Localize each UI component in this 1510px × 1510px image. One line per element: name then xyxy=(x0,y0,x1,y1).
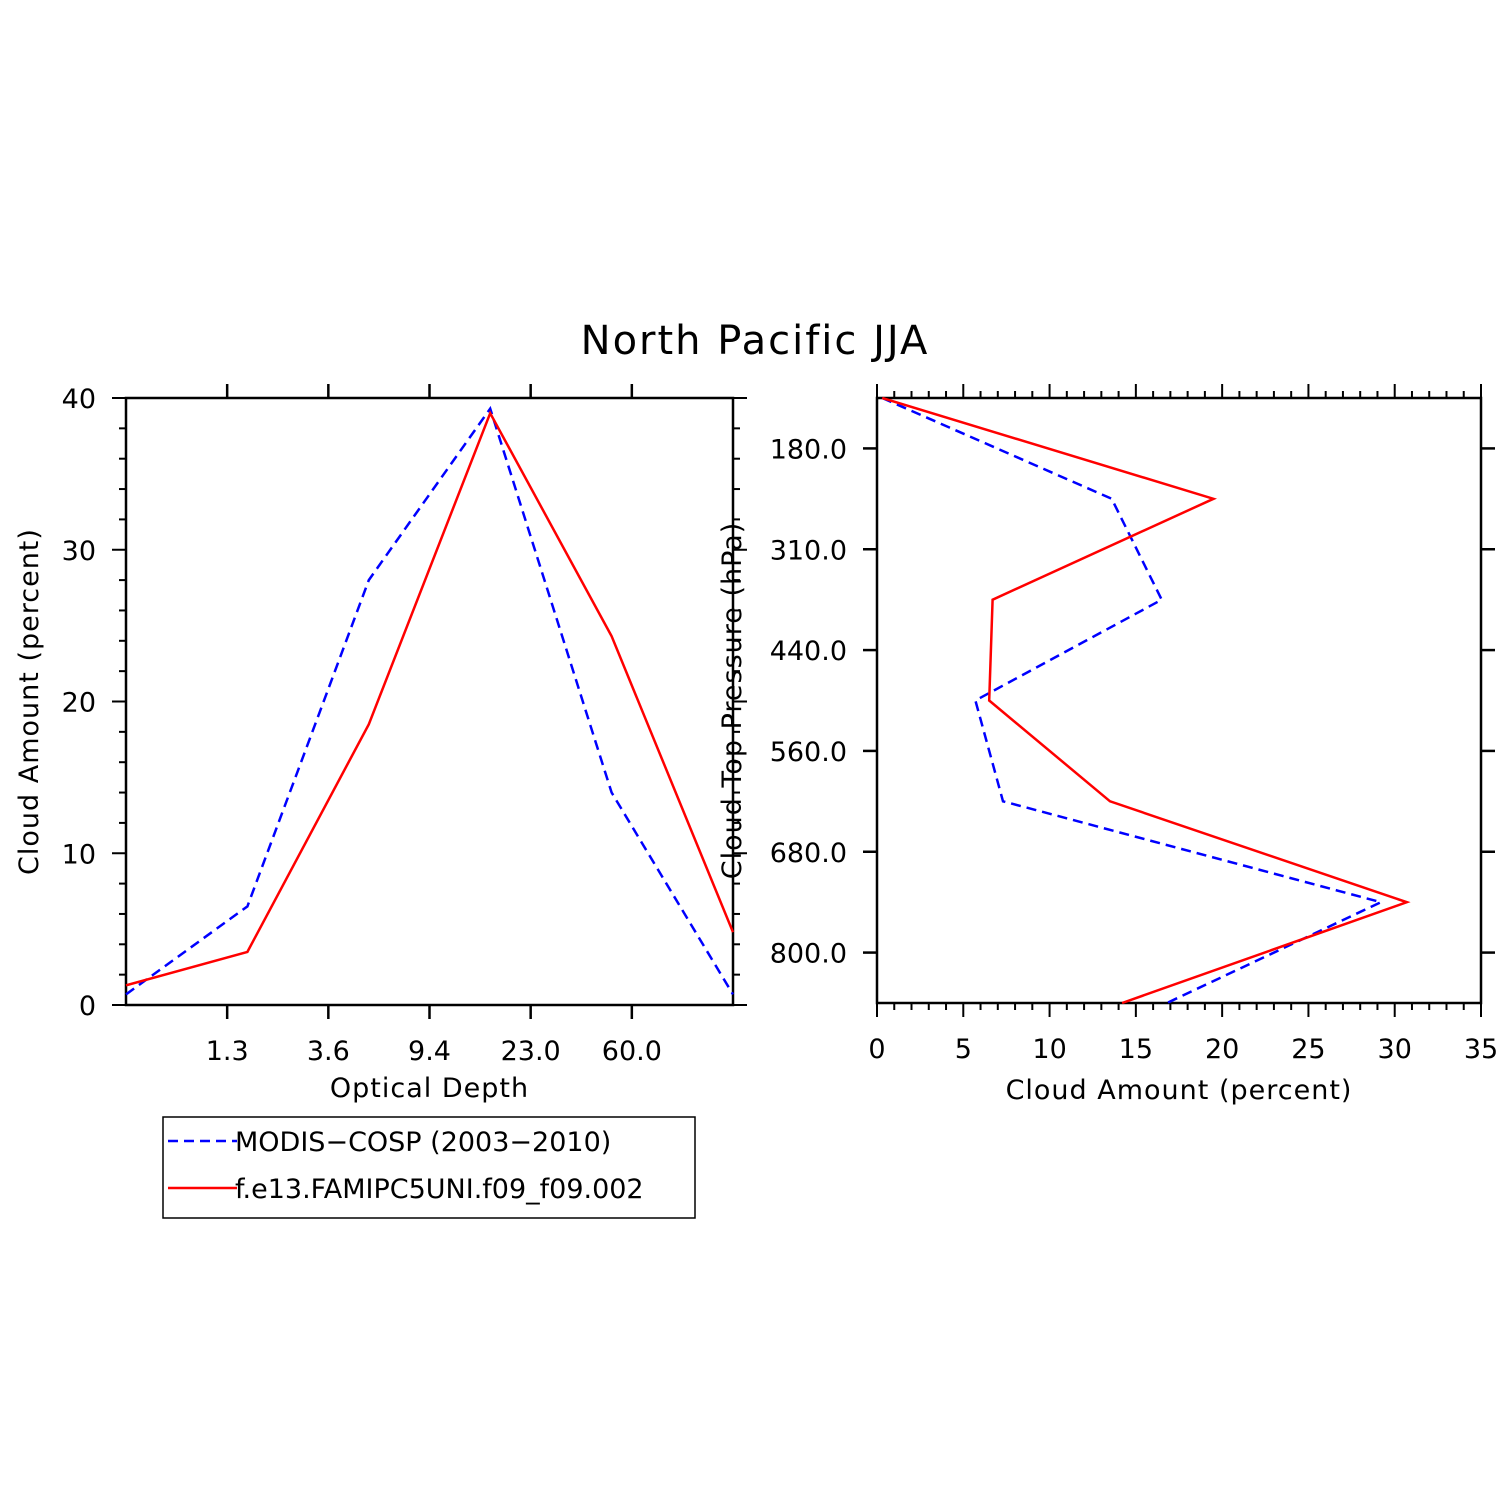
left-y-tick-label: 10 xyxy=(62,839,96,870)
model-series-line xyxy=(125,410,735,987)
left-x-tick-label: 9.4 xyxy=(408,1036,451,1067)
right-y-tick-label: 560.0 xyxy=(770,737,847,768)
right-x-tick-label: 25 xyxy=(1291,1034,1325,1065)
left-y-tick-label: 0 xyxy=(79,991,96,1022)
left-x-tick-label: 3.6 xyxy=(307,1036,350,1067)
left-x-axis-label: Optical Depth xyxy=(330,1073,529,1104)
left-plot-frame xyxy=(124,396,735,1007)
right-y-tick-label: 800.0 xyxy=(770,939,847,970)
left-y-tick-label: 30 xyxy=(62,536,96,567)
right-x-axis-label: Cloud Amount (percent) xyxy=(1006,1075,1353,1106)
right-x-tick-label: 15 xyxy=(1119,1034,1153,1065)
modis-series-line xyxy=(125,405,735,996)
right-x-tick-label: 0 xyxy=(868,1034,885,1065)
right-y-tick-label: 680.0 xyxy=(770,838,847,869)
right-x-tick-label: 10 xyxy=(1032,1034,1066,1065)
legend-label-model: f.e13.FAMIPC5UNI.f09_f09.002 xyxy=(235,1174,644,1205)
right-x-tick-label: 5 xyxy=(955,1034,972,1065)
chart-title: North Pacific JJA xyxy=(581,318,930,364)
right-x-tick-label: 30 xyxy=(1378,1034,1412,1065)
optical-depth-panel: 1.3 3.6 9.4 23.0 60.0 0 10 20 30 40 Optical Depth C… xyxy=(14,384,747,1104)
right-x-tick-label: 20 xyxy=(1205,1034,1239,1065)
right-plot-frame xyxy=(875,396,1483,1005)
right-x-tick-label: 35 xyxy=(1464,1034,1498,1065)
left-x-tick-label: 23.0 xyxy=(501,1036,561,1067)
pressure-profile-panel: 0 5 10 15 20 25 30 35 180.0 310.0 440.0 560.0 680.0 8… xyxy=(717,384,1498,1106)
legend: MODIS−COSP (2003−2010) f.e13.FAMIPC5UNI.… xyxy=(162,1116,696,1219)
left-y-tick-label: 20 xyxy=(62,688,96,719)
legend-label-modis: MODIS−COSP (2003−2010) xyxy=(235,1127,611,1158)
right-y-tick-label: 440.0 xyxy=(770,636,847,667)
left-y-tick-label: 40 xyxy=(62,384,96,415)
left-x-tick-label: 1.3 xyxy=(206,1036,249,1067)
right-y-tick-label: 310.0 xyxy=(770,535,847,566)
legend-box xyxy=(162,1116,696,1219)
right-y-axis-label: Cloud Top Pressure (hPa) xyxy=(717,522,748,880)
left-y-axis-label: Cloud Amount (percent) xyxy=(14,528,45,875)
model-profile-line xyxy=(881,396,1411,1005)
modis-profile-line xyxy=(881,396,1385,1005)
right-y-tick-label: 180.0 xyxy=(770,434,847,465)
left-x-tick-label: 60.0 xyxy=(602,1036,662,1067)
